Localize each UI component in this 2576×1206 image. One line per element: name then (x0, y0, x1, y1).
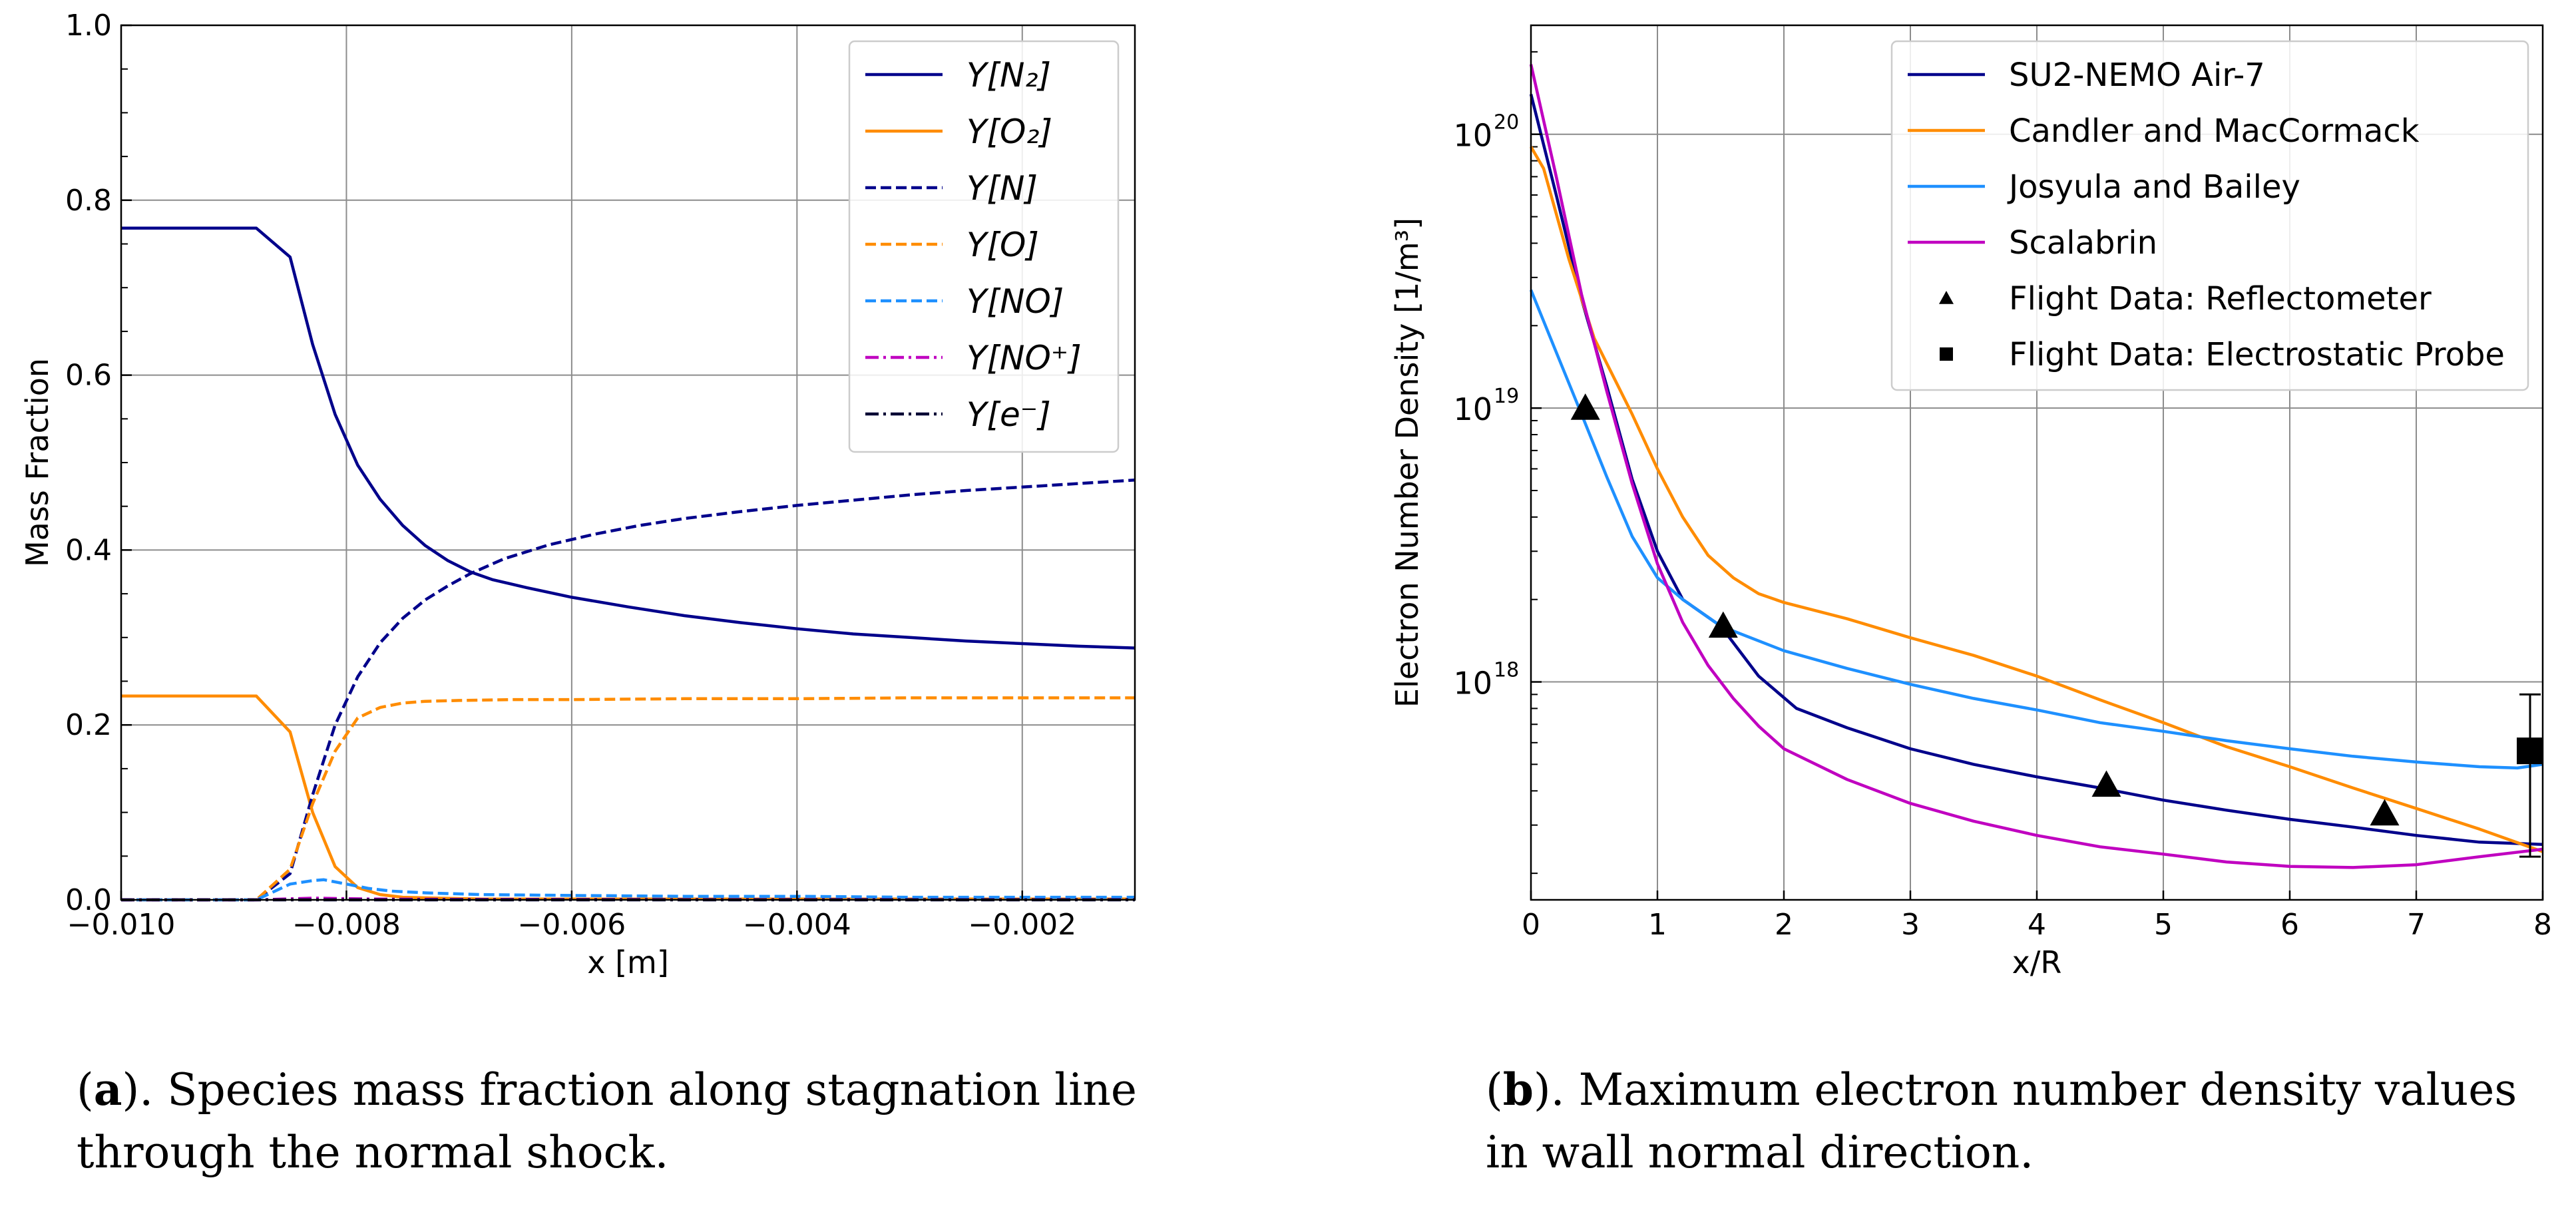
tick-label-x: 5 (2154, 908, 2173, 942)
legend-label: Y[NO] (966, 282, 1064, 321)
tick-label-y: 1.0 (65, 9, 112, 43)
legend-box-b (1890, 40, 2529, 391)
legend-label: Josyula and Bailey (2007, 168, 2300, 206)
marker-triangle (2370, 799, 2400, 826)
tick-label-x: 6 (2280, 908, 2299, 942)
legend-label: Y[e⁻] (966, 395, 1051, 434)
series-line-yn2 (121, 226, 1136, 650)
caption-b-label: b (1502, 1064, 1534, 1115)
y-axis-label: Mass Fraction (19, 358, 55, 567)
marker-triangle (1570, 393, 1600, 420)
series-line-yn (121, 479, 1136, 902)
tick-label-x: −0.006 (517, 908, 626, 942)
legend-swatch-square (1940, 347, 1953, 361)
marker-triangle (1708, 611, 1738, 638)
legend-box-a (848, 40, 1120, 453)
caption-a-label: a (93, 1064, 122, 1115)
tick-label-y-exponent: 18 (1494, 659, 1519, 682)
caption-a-text: . Species mass fraction along stagnation… (77, 1064, 1137, 1178)
tick-label-x: 3 (1901, 908, 1920, 942)
tick-label-y: 0.4 (65, 533, 112, 567)
caption-a: (a). Species mass fraction along stagnat… (77, 1064, 1137, 1178)
legend-label: Y[NO⁺] (966, 339, 1082, 377)
legend-label: Flight Data: Reflectometer (2009, 280, 2432, 317)
tick-label-x: 0 (1522, 908, 1540, 942)
x-axis-label: x/R (2012, 944, 2062, 980)
legend-label: Y[O₂] (966, 112, 1052, 151)
tick-label-y-exponent: 20 (1494, 111, 1519, 134)
series-line-candler-and-maccormack (1530, 146, 2543, 853)
tick-label-y: 0.6 (65, 359, 112, 393)
series-line-yno (121, 878, 1135, 902)
legend-label: Scalabrin (2009, 224, 2157, 262)
legend-label: Y[O] (966, 226, 1039, 264)
tick-label-y-exponent: 19 (1494, 385, 1519, 408)
legend-label: Candler and MacCormack (2009, 112, 2420, 150)
legend-label: SU2-NEMO Air-7 (2009, 57, 2265, 94)
tick-label-x: −0.002 (968, 908, 1076, 942)
tick-label-x: 2 (1775, 908, 1793, 942)
marker-square (2517, 737, 2543, 765)
caption-b-text: . Maximum electron number density values… (1486, 1064, 2517, 1178)
series-line-josyula-and-bailey (1529, 289, 2543, 770)
tick-label-x: 4 (2028, 908, 2046, 942)
tick-label-x: −0.004 (743, 908, 851, 942)
series-line-scalabrin (1529, 64, 2543, 869)
y-axis-label: Electron Number Density [1/m³] (1389, 218, 1425, 707)
legend-label: Flight Data: Electrostatic Probe (2009, 336, 2505, 373)
tick-label-y: 10 (1453, 666, 1492, 702)
tick-label-y: 0.8 (65, 184, 112, 218)
marker-triangle (2091, 770, 2121, 797)
legend-label: Y[N₂] (966, 56, 1051, 95)
panel-a-chart: −0.010 −0.008 −0.006 −0.004 −0.002 0.0 0.2 0.4 0… (19, 9, 1136, 980)
tick-label-y: 0.0 (65, 883, 112, 917)
x-axis-label: x [m] (587, 944, 669, 980)
tick-label-x: 1 (1648, 908, 1667, 942)
legend-label: Y[N] (966, 169, 1038, 208)
series-line-yo (121, 696, 1135, 902)
caption-b: (b). Maximum electron number density val… (1486, 1064, 2517, 1178)
tick-label-y: 10 (1453, 391, 1492, 427)
tick-label-x: 8 (2533, 908, 2552, 942)
tick-label-x: −0.010 (67, 908, 176, 942)
legend-swatch-triangle (1939, 291, 1954, 304)
tick-label-x: −0.008 (292, 908, 401, 942)
tick-label-y: 10 (1453, 118, 1492, 154)
tick-label-y: 0.2 (65, 708, 112, 742)
plot-frame-a (120, 24, 1136, 901)
tick-label-x: 7 (2407, 908, 2426, 942)
